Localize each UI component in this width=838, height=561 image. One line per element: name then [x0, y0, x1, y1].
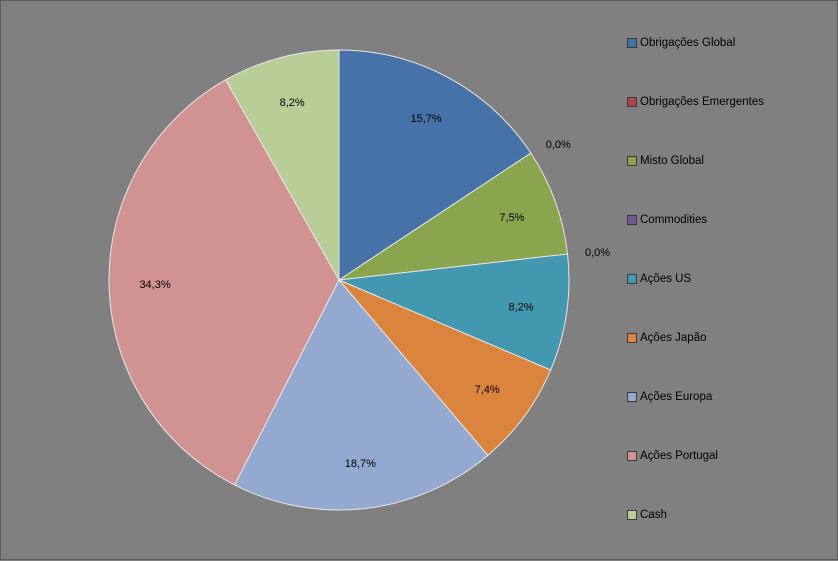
data-label-acoes-us: 8,2%: [509, 301, 534, 313]
data-label-acoes-japao: 7,4%: [475, 384, 500, 396]
pie-slices: [108, 49, 570, 511]
pie-data-labels: 15,7% 0,0% 7,5% 0,0% 8,2% 7,4% 18,7% 34,3% 8,2%: [139, 97, 610, 470]
data-label-cash: 8,2%: [280, 97, 305, 109]
pie-slice-acoes-portugal: [108, 79, 340, 486]
legend-swatch: [627, 274, 637, 284]
data-label-acoes-portugal: 34,3%: [139, 279, 170, 291]
legend-swatch: [627, 451, 637, 461]
legend-label: Misto Global: [640, 155, 704, 167]
legend-item-cash: Cash: [627, 507, 667, 523]
legend-label: Cash: [640, 509, 667, 521]
legend-label: Ações Japão: [640, 332, 707, 344]
legend-item-acoes-us: Ações US: [627, 271, 691, 287]
legend-item-acoes-japao: Ações Japão: [627, 330, 707, 346]
legend-item-misto-global: Misto Global: [627, 153, 704, 169]
legend-label: Ações Europa: [640, 391, 713, 403]
legend-swatch: [627, 156, 637, 166]
legend-swatch: [627, 333, 637, 343]
pie-slice-cash: [224, 49, 340, 282]
pie-slice-acoes-europa: [233, 279, 489, 511]
legend-swatch: [627, 510, 637, 520]
data-label-misto-global: 7,5%: [499, 212, 524, 224]
legend-label: Ações US: [640, 273, 692, 285]
pie-slice-obrigacoes-global: [338, 49, 532, 281]
legend-item-acoes-portugal: Ações Portugal: [627, 448, 718, 464]
pie-slice-acoes-us: [337, 253, 570, 371]
pie-slice-misto-global: [338, 152, 569, 281]
legend-item-obrigacoes-global: Obrigações Global: [627, 35, 735, 51]
legend-label: Obrigações Emergentes: [640, 96, 765, 108]
legend-swatch: [627, 97, 637, 107]
legend-label: Obrigações Global: [640, 37, 736, 49]
legend-swatch: [627, 392, 637, 402]
legend-item-commodities: Commodities: [627, 212, 707, 228]
legend-label: Commodities: [640, 214, 708, 226]
data-label-obrigacoes-global: 15,7%: [411, 113, 442, 125]
legend-swatch: [627, 38, 637, 48]
legend-item-obrigacoes-emergentes: Obrigações Emergentes: [627, 94, 764, 110]
data-label-acoes-europa: 18,7%: [345, 458, 376, 470]
data-label-commodities: 0,0%: [585, 247, 610, 259]
legend-item-acoes-europa: Ações Europa: [627, 389, 712, 405]
legend-label: Ações Portugal: [640, 450, 718, 462]
pie-slice-acoes-japao: [338, 279, 552, 457]
data-label-obrigacoes-emergentes: 0,0%: [546, 139, 571, 151]
legend-swatch: [627, 215, 637, 225]
